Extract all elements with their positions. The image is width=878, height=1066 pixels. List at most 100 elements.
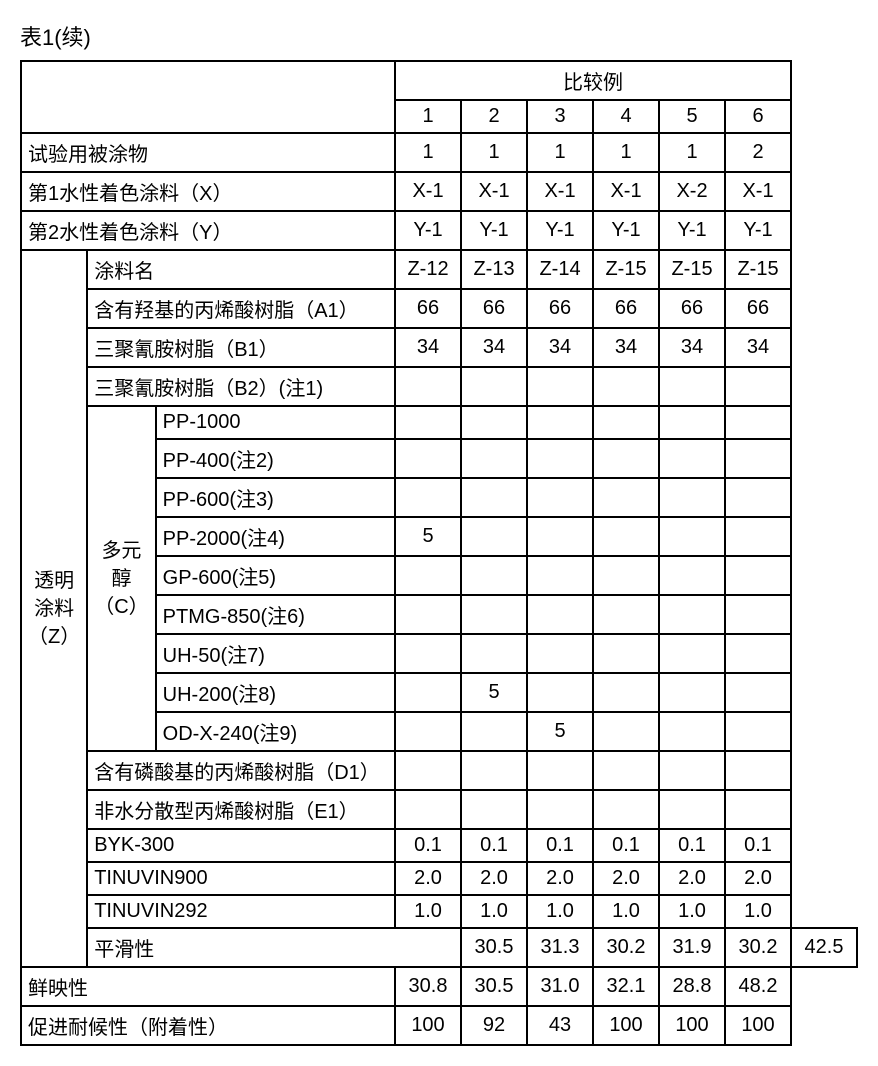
cell: Y-1	[725, 211, 791, 250]
cell: 0.1	[461, 829, 527, 862]
cell	[659, 517, 725, 556]
cell: 1.0	[527, 895, 593, 928]
cell: 1	[461, 133, 527, 172]
cell: 2.0	[527, 862, 593, 895]
cell	[395, 634, 461, 673]
cell: 43	[527, 1006, 593, 1045]
row-sharp-label: 鲜映性	[21, 967, 395, 1006]
row-b2-label: 三聚氰胺树脂（B2）(注1)	[87, 367, 395, 406]
cell	[593, 634, 659, 673]
cell	[395, 367, 461, 406]
cell: X-1	[527, 172, 593, 211]
row-d1-label: 含有磷酸基的丙烯酸树脂（D1）	[87, 751, 395, 790]
cell: Z-15	[659, 250, 725, 289]
cell	[659, 673, 725, 712]
cell: 1	[527, 133, 593, 172]
cell: 66	[527, 289, 593, 328]
cell: 2.0	[659, 862, 725, 895]
row-name-label: 涂料名	[87, 250, 395, 289]
cell	[527, 595, 593, 634]
cell	[725, 406, 791, 439]
cell: 1.0	[593, 895, 659, 928]
row-gp600-label: GP-600(注5)	[156, 556, 395, 595]
cell	[461, 751, 527, 790]
cell: 1.0	[659, 895, 725, 928]
row-uh200-label: UH-200(注8)	[156, 673, 395, 712]
cell: Y-1	[461, 211, 527, 250]
cell: 1	[593, 133, 659, 172]
cell	[527, 556, 593, 595]
cell	[659, 595, 725, 634]
cell	[725, 634, 791, 673]
row-t292-label: TINUVIN292	[87, 895, 395, 928]
cell: Z-15	[593, 250, 659, 289]
cell	[593, 790, 659, 829]
cell: 5	[527, 712, 593, 751]
row-uh50-label: UH-50(注7)	[156, 634, 395, 673]
cell: 34	[527, 328, 593, 367]
col-1: 1	[395, 100, 461, 133]
cell	[725, 790, 791, 829]
cell: 34	[461, 328, 527, 367]
cell: 100	[725, 1006, 791, 1045]
row-odx240-label: OD-X-240(注9)	[156, 712, 395, 751]
col-4: 4	[593, 100, 659, 133]
col-3: 3	[527, 100, 593, 133]
cell: 2	[725, 133, 791, 172]
row-pp400-label: PP-400(注2)	[156, 439, 395, 478]
cell: Y-1	[395, 211, 461, 250]
cell: 2.0	[725, 862, 791, 895]
cell	[461, 556, 527, 595]
cell: 30.5	[461, 928, 527, 967]
cell	[395, 439, 461, 478]
cell	[395, 751, 461, 790]
cell	[593, 367, 659, 406]
row-weather-label: 促进耐候性（附着性）	[21, 1006, 395, 1045]
row-t900-label: TINUVIN900	[87, 862, 395, 895]
cell	[395, 478, 461, 517]
cell: X-1	[725, 172, 791, 211]
cell: 66	[395, 289, 461, 328]
cell: 1.0	[461, 895, 527, 928]
cell	[593, 712, 659, 751]
cell: 34	[659, 328, 725, 367]
col-5: 5	[659, 100, 725, 133]
cell: 34	[725, 328, 791, 367]
cell: 1.0	[395, 895, 461, 928]
cell: Z-12	[395, 250, 461, 289]
cell	[659, 751, 725, 790]
comparison-table: 比较例 1 2 3 4 5 6 试验用被涂物 1 1 1 1 1 2 第1水性着…	[20, 60, 858, 1046]
cell	[527, 634, 593, 673]
cell	[593, 406, 659, 439]
cell	[659, 712, 725, 751]
header-group: 比较例	[395, 61, 791, 100]
cell	[395, 595, 461, 634]
col-6: 6	[725, 100, 791, 133]
row-b1-label: 三聚氰胺树脂（B1）	[87, 328, 395, 367]
cell: 1	[659, 133, 725, 172]
cell	[395, 406, 461, 439]
cell	[659, 634, 725, 673]
cell: 2.0	[395, 862, 461, 895]
row-pp1000-label: PP-1000	[156, 406, 395, 439]
cell: 31.0	[527, 967, 593, 1006]
cell	[725, 556, 791, 595]
cell: 1	[395, 133, 461, 172]
row-coatx-label: 第1水性着色涂料（X）	[21, 172, 395, 211]
cell	[527, 790, 593, 829]
cell	[593, 478, 659, 517]
cell: X-2	[659, 172, 725, 211]
cell: 0.1	[395, 829, 461, 862]
cell: 30.2	[725, 928, 791, 967]
cell	[527, 517, 593, 556]
cell: 66	[725, 289, 791, 328]
cell: 100	[659, 1006, 725, 1045]
cell	[659, 439, 725, 478]
cell	[395, 790, 461, 829]
polyol-label: 多元醇（C）	[87, 406, 155, 751]
cell: 30.8	[395, 967, 461, 1006]
cell: Y-1	[593, 211, 659, 250]
cell: 42.5	[791, 928, 857, 967]
cell	[461, 439, 527, 478]
row-substrate-label: 试验用被涂物	[21, 133, 395, 172]
